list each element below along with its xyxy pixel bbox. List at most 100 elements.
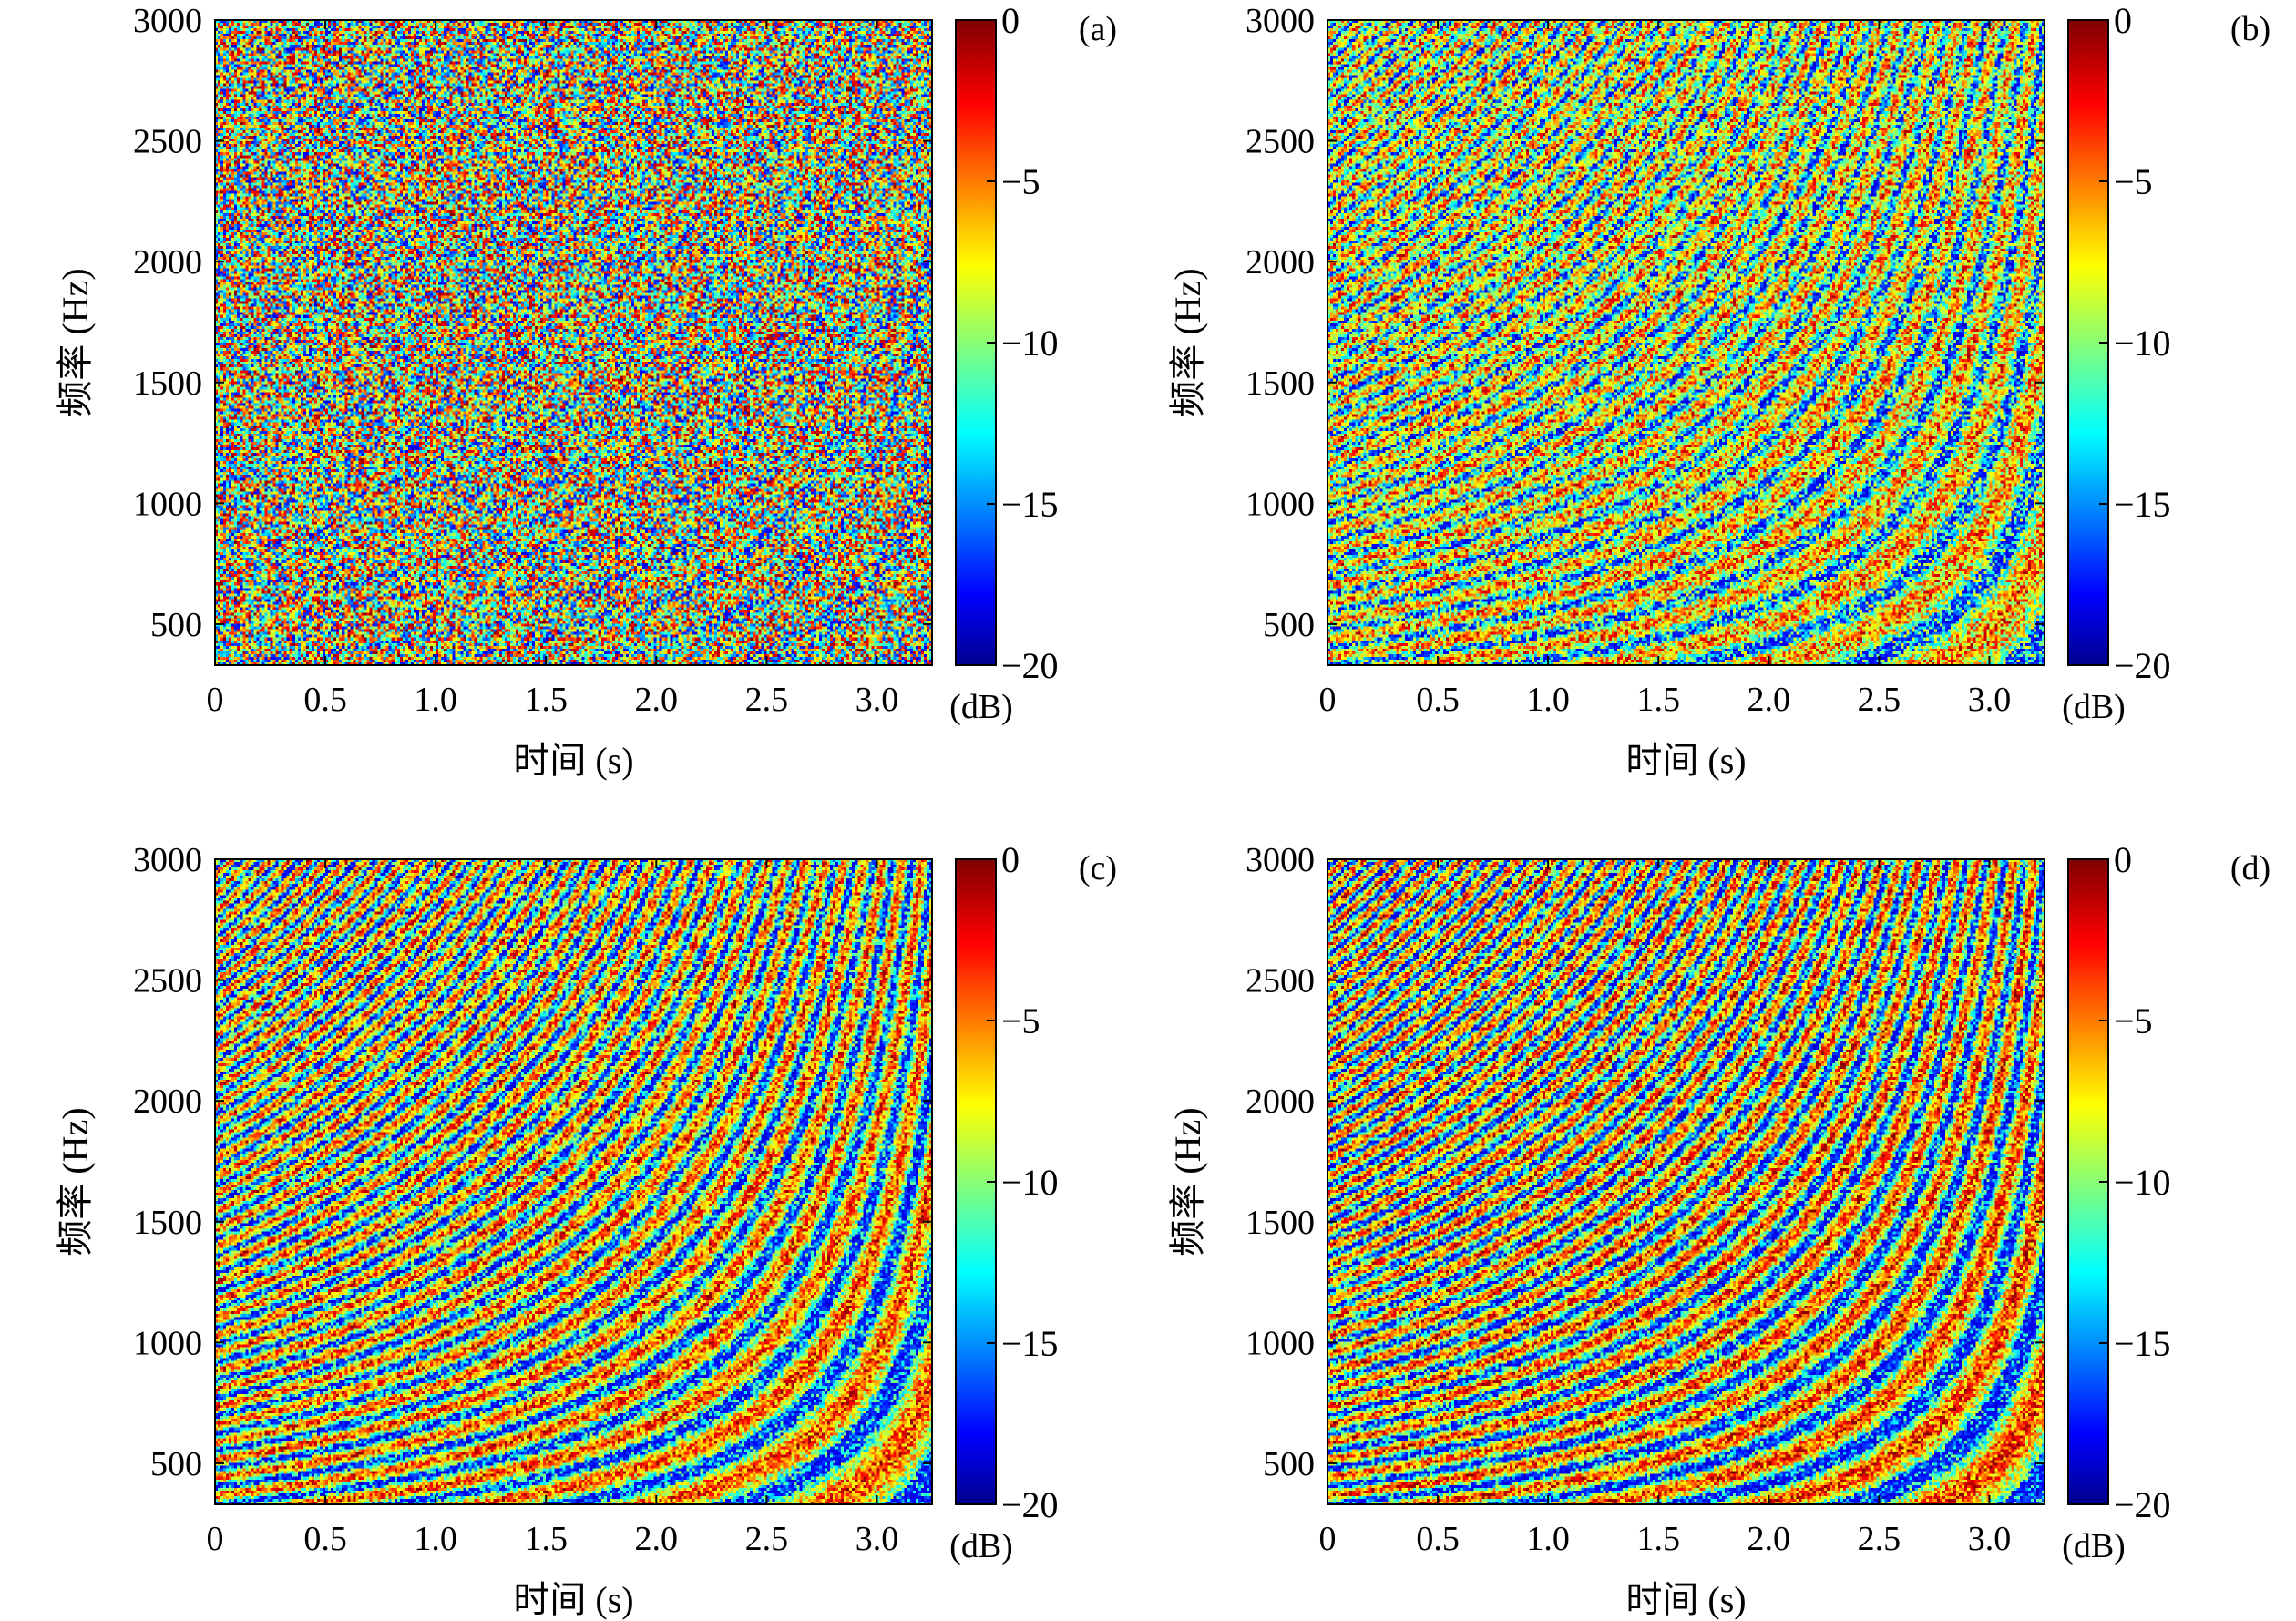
y-tick-label: 1000 <box>133 485 202 523</box>
x-tick-label: 2.5 <box>1858 1520 1901 1558</box>
y-tick-label: 2000 <box>1245 243 1315 282</box>
x-axis-label: 时间 (s) <box>1625 1579 1746 1620</box>
colorbar-tick-label: 0 <box>2114 0 2132 41</box>
panel-label: (d) <box>2230 849 2270 887</box>
colorbar-unit: (dB) <box>949 688 1013 726</box>
x-tick-label: 1.0 <box>1526 1520 1570 1558</box>
x-tick-label: 2.0 <box>1748 681 1791 719</box>
spectrogram-image <box>215 859 932 1504</box>
y-axis-label: 频率 (Hz) <box>1167 1107 1208 1256</box>
y-tick-label: 500 <box>1263 1445 1315 1483</box>
colorbar-tick-label: −10 <box>2114 323 2171 364</box>
colorbar-tick-label: −5 <box>1001 1000 1040 1041</box>
colorbar-tick-label: 0 <box>1001 839 1020 880</box>
y-tick-label: 2000 <box>133 243 202 282</box>
plot-frame <box>1327 858 2045 1505</box>
x-axis-label: 时间 (s) <box>1625 740 1746 781</box>
colorbar-tick-label: 0 <box>2114 839 2132 880</box>
x-axis-label: 时间 (s) <box>513 740 633 781</box>
panel-label: (c) <box>1079 849 1117 887</box>
colorbar-tick-label: −20 <box>1001 645 1059 686</box>
y-tick-label: 2500 <box>1245 962 1315 1000</box>
chart-panel-c: 0 0.5 1.0 1.5 2.0 2.5 3.0 3000 2500 2000 1500 1000 5… <box>55 839 1117 1620</box>
colorbar-unit: (dB) <box>949 1527 1013 1565</box>
colorbar-tick-label: −15 <box>2114 1323 2171 1364</box>
colorbar-tick-label: −15 <box>1001 484 1059 525</box>
panel-label: (b) <box>2230 10 2270 48</box>
y-tick-label: 2500 <box>133 962 202 1000</box>
colorbar-unit: (dB) <box>2062 1527 2126 1565</box>
y-tick-label: 2500 <box>1245 123 1315 161</box>
x-tick-label: 1.0 <box>414 681 457 719</box>
y-tick-label: 500 <box>150 606 202 644</box>
colorbar-tick-label: −10 <box>2114 1162 2171 1203</box>
y-tick-label: 1500 <box>133 1204 202 1242</box>
x-tick-label: 2.0 <box>1748 1520 1791 1558</box>
x-tick-label: 2.0 <box>635 1520 679 1558</box>
y-tick-label: 3000 <box>1245 841 1315 879</box>
x-tick-label: 0 <box>207 681 224 719</box>
y-axis-label: 频率 (Hz) <box>1167 268 1208 416</box>
colorbar-tick-label: −20 <box>2114 1484 2171 1525</box>
x-tick-label: 2.5 <box>745 681 789 719</box>
colorbar-tick-label: −10 <box>1001 1162 1059 1203</box>
x-tick-label: 0 <box>1319 1520 1337 1558</box>
x-tick-label: 0 <box>207 1520 224 1558</box>
y-tick-label: 1500 <box>1245 364 1315 403</box>
y-tick-label: 500 <box>150 1445 202 1483</box>
x-tick-label: 0.5 <box>303 681 347 719</box>
x-tick-label: 3.0 <box>856 1520 899 1558</box>
x-tick-label: 2.5 <box>1858 681 1901 719</box>
x-tick-label: 2.5 <box>745 1520 789 1558</box>
x-tick-label: 1.5 <box>1636 1520 1680 1558</box>
x-tick-label: 1.5 <box>1636 681 1680 719</box>
x-tick-label: 3.0 <box>1968 681 2012 719</box>
x-tick-label: 2.0 <box>635 681 679 719</box>
y-tick-label: 1000 <box>133 1324 202 1362</box>
colorbar-tick-label: −5 <box>2114 1000 2153 1041</box>
y-axis-label: 频率 (Hz) <box>55 268 96 416</box>
y-axis-label: 频率 (Hz) <box>55 1107 96 1256</box>
y-tick-label: 1000 <box>1245 485 1315 523</box>
colorbar-tick-label: −20 <box>1001 1484 1059 1525</box>
spectrogram-image <box>1327 859 2045 1504</box>
x-tick-label: 1.0 <box>414 1520 457 1558</box>
plot-frame <box>214 858 933 1505</box>
colorbar-tick-label: −15 <box>1001 1323 1059 1364</box>
y-tick-label: 500 <box>1263 606 1315 644</box>
spectrogram-image <box>1327 20 2045 665</box>
x-tick-label: 1.0 <box>1526 681 1570 719</box>
plot-frame <box>1327 19 2045 666</box>
y-tick-label: 2000 <box>133 1082 202 1121</box>
colorbar-tick-label: −5 <box>2114 161 2153 202</box>
x-tick-label: 1.5 <box>524 1520 568 1558</box>
y-tick-label: 1500 <box>1245 1204 1315 1242</box>
x-tick-label: 1.5 <box>524 681 568 719</box>
chart-panel-b: 0 0.5 1.0 1.5 2.0 2.5 3.0 3000 2500 2000 1500 1000 5… <box>1167 0 2270 781</box>
y-tick-label: 3000 <box>1245 2 1315 40</box>
colorbar-tick-label: −10 <box>1001 323 1059 364</box>
chart-panel-a: 0 0.5 1.0 1.5 2.0 2.5 3.0 3000 2500 2000 1500 1000 5… <box>55 0 1117 781</box>
y-tick-label: 1000 <box>1245 1324 1315 1362</box>
y-tick-label: 2000 <box>1245 1082 1315 1121</box>
colorbar-tick-label: 0 <box>1001 0 1020 41</box>
x-tick-label: 3.0 <box>856 681 899 719</box>
spectrogram-image <box>215 20 932 665</box>
colorbar-tick-label: −5 <box>1001 161 1040 202</box>
y-tick-label: 3000 <box>133 841 202 879</box>
plot-frame <box>214 19 933 666</box>
colorbar-tick-label: −20 <box>2114 645 2171 686</box>
x-tick-label: 0.5 <box>1416 1520 1460 1558</box>
y-tick-label: 2500 <box>133 123 202 161</box>
x-tick-label: 0 <box>1319 681 1337 719</box>
y-tick-label: 3000 <box>133 2 202 40</box>
chart-panel-d: 0 0.5 1.0 1.5 2.0 2.5 3.0 3000 2500 2000 1500 1000 5… <box>1167 839 2270 1620</box>
panel-label: (a) <box>1079 10 1117 48</box>
x-axis-label: 时间 (s) <box>513 1579 633 1620</box>
colorbar-unit: (dB) <box>2062 688 2126 726</box>
y-tick-label: 1500 <box>133 364 202 403</box>
x-tick-label: 0.5 <box>303 1520 347 1558</box>
x-tick-label: 3.0 <box>1968 1520 2012 1558</box>
x-tick-label: 0.5 <box>1416 681 1460 719</box>
